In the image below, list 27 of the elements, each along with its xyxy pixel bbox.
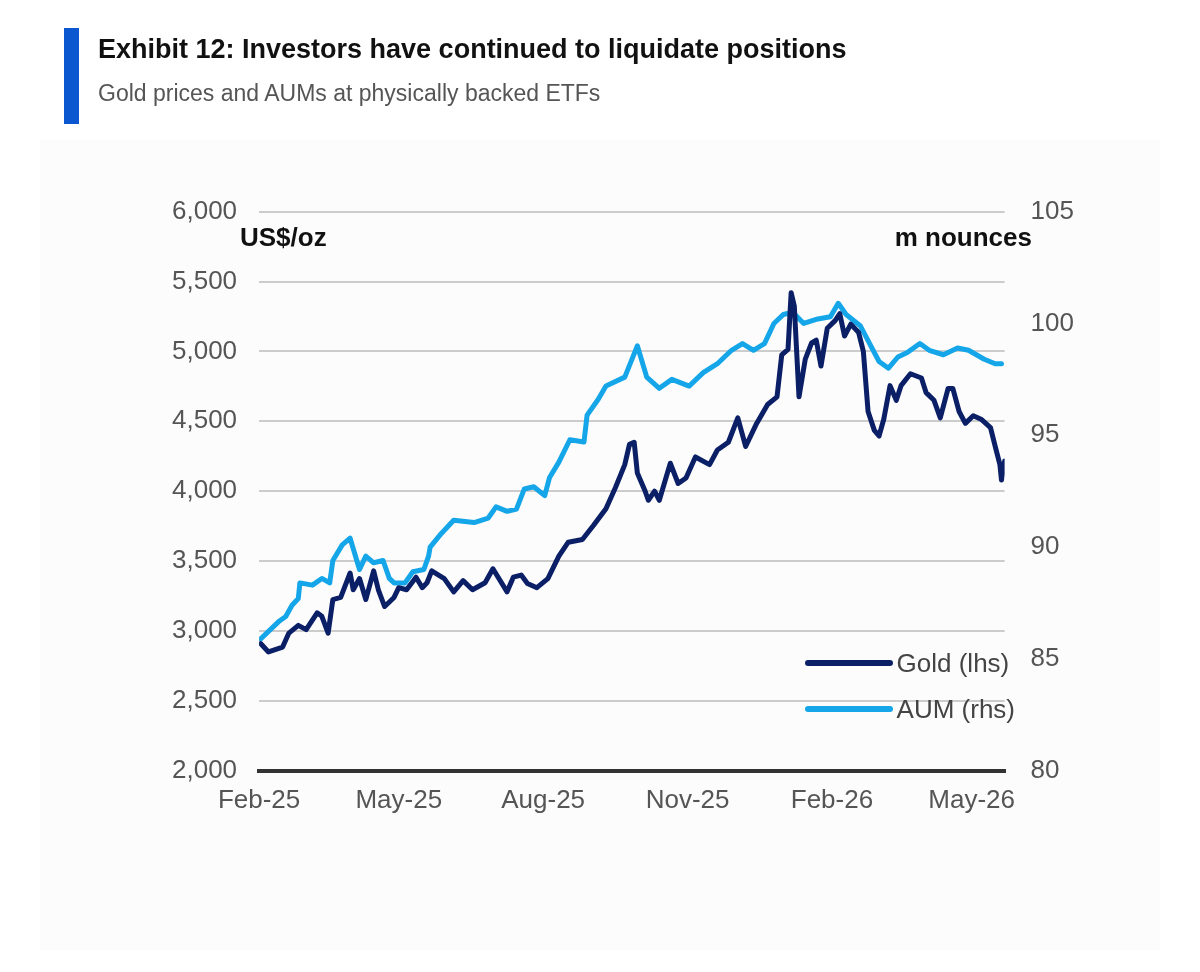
chart-title: Exhibit 12: Investors have continued to liquidate positions — [98, 34, 847, 65]
x-tick-label: May-25 — [355, 783, 443, 814]
y2-tick-label: 85 — [1030, 642, 1060, 673]
x-tick-label: Nov-25 — [645, 783, 730, 814]
y-tick-label: 2,500 — [171, 684, 238, 715]
y2-tick-label: 105 — [1030, 194, 1075, 225]
legend-label: Gold (lhs) — [896, 647, 1010, 679]
y-tick-label: 3,000 — [171, 614, 238, 645]
y-tick-label: 2,000 — [171, 753, 238, 784]
y-tick-label: 6,000 — [171, 194, 238, 225]
y2-tick-label: 90 — [1030, 530, 1060, 561]
y2-tick-label: 95 — [1030, 418, 1060, 449]
y-tick-label: 4,000 — [171, 474, 238, 505]
x-tick-label: Feb-25 — [217, 783, 301, 814]
y-tick-label: 5,000 — [171, 334, 238, 365]
y2-tick-label: 80 — [1030, 753, 1060, 784]
y2-axis-title: m nounces — [894, 222, 1032, 253]
y-tick-label: 5,500 — [171, 264, 238, 295]
x-tick-label: Aug-25 — [501, 783, 586, 814]
y-tick-label: 3,500 — [171, 544, 238, 575]
y-tick-label: 4,500 — [171, 404, 238, 435]
y2-tick-label: 100 — [1030, 306, 1075, 337]
legend-label: AUM (rhs) — [896, 693, 1015, 725]
y-axis-title: US$/oz — [240, 222, 327, 253]
chart-subtitle: Gold prices and AUMs at physically backed ETFs — [98, 80, 601, 107]
x-tick-label: Feb-26 — [790, 783, 874, 814]
x-tick-label: May-26 — [928, 783, 1016, 814]
